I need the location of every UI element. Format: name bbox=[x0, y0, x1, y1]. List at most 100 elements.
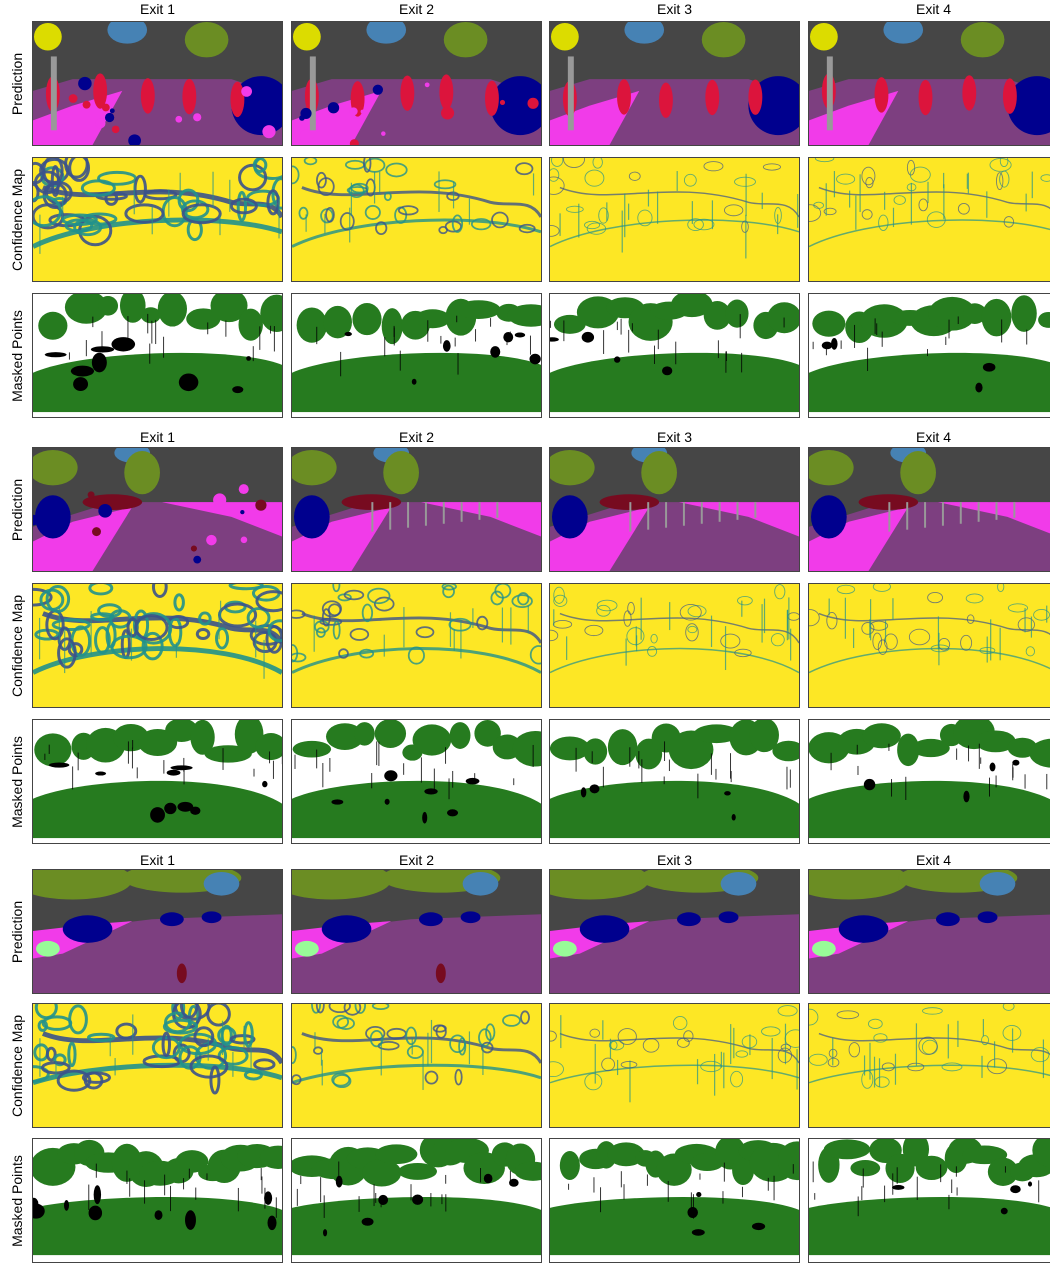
confidence-high-region bbox=[550, 158, 799, 281]
uncertainty-contour bbox=[53, 1053, 67, 1067]
bollard bbox=[977, 502, 980, 522]
thin-structure bbox=[854, 324, 856, 348]
uncertainty-contour bbox=[96, 170, 138, 186]
noise-blob bbox=[193, 555, 202, 564]
bottom-strip bbox=[292, 838, 541, 843]
bottom-strip bbox=[809, 838, 1050, 843]
thin-structure bbox=[723, 1162, 725, 1182]
uncertainty-contour bbox=[774, 584, 786, 600]
thin-structure bbox=[260, 1168, 262, 1181]
sidewalk-region bbox=[809, 507, 909, 571]
masked-vegetation-region bbox=[767, 302, 799, 334]
noise-blob bbox=[176, 963, 187, 984]
sky-region bbox=[883, 22, 924, 44]
misclassified-region bbox=[696, 1192, 702, 1198]
thin-structure bbox=[884, 1185, 886, 1203]
pole-edge-uncertainty bbox=[720, 1051, 722, 1068]
pole-edge-uncertainty bbox=[943, 172, 945, 189]
misclassified-region bbox=[503, 331, 514, 343]
misclassified-region bbox=[550, 337, 559, 342]
exit-title-4: Exit 4 bbox=[915, 852, 951, 868]
masked-points-panel bbox=[291, 293, 542, 418]
noise-blob bbox=[240, 536, 248, 544]
thin-structure bbox=[741, 1186, 743, 1198]
masked-points-panel bbox=[808, 1138, 1050, 1263]
thin-structure bbox=[905, 776, 907, 800]
misclassified-region bbox=[384, 798, 390, 805]
uncertainty-contour bbox=[354, 1004, 366, 1014]
pole-edge-uncertainty bbox=[90, 610, 92, 655]
thin-structure bbox=[358, 1196, 360, 1212]
uncertainty-contour bbox=[303, 158, 318, 166]
pole-edge-uncertainty bbox=[609, 1038, 612, 1059]
thin-structure bbox=[225, 320, 227, 337]
sidewalk-region bbox=[420, 502, 541, 537]
thin-structure bbox=[371, 773, 373, 789]
thin-structure bbox=[563, 320, 565, 342]
uncertainty-contour bbox=[608, 1040, 625, 1051]
misclassified-region bbox=[246, 356, 252, 361]
uncertainty-contour bbox=[424, 1070, 439, 1085]
noise-blob bbox=[255, 499, 267, 511]
thin-structure bbox=[373, 1184, 375, 1207]
thin-structure bbox=[675, 341, 677, 365]
pole-edge-uncertainty bbox=[790, 628, 792, 661]
thin-structure bbox=[513, 778, 515, 786]
road-edge-uncertainty bbox=[550, 219, 799, 248]
noise-blob bbox=[360, 109, 365, 114]
misclassified-region bbox=[821, 341, 833, 350]
misclassified-region bbox=[662, 366, 673, 376]
bottom-strip bbox=[33, 412, 282, 417]
uncertainty-contour bbox=[809, 609, 820, 627]
uncertainty-contour bbox=[151, 1036, 181, 1060]
pole-edge-uncertainty bbox=[635, 626, 637, 647]
road-edge-uncertainty bbox=[809, 1064, 1050, 1084]
uncertainty-contour bbox=[252, 158, 268, 173]
uncertainty-contour bbox=[321, 600, 342, 618]
pole-edge-uncertainty bbox=[894, 1053, 897, 1085]
uncertainty-contour bbox=[373, 596, 395, 612]
rider-region bbox=[34, 495, 71, 539]
misclassified-region bbox=[185, 1210, 196, 1230]
sign-region bbox=[292, 22, 321, 51]
thin-structure bbox=[475, 329, 477, 342]
uncertainty-contour bbox=[637, 209, 653, 227]
confidence-high-region bbox=[292, 584, 541, 707]
masked-vegetation-region bbox=[260, 294, 282, 333]
thin-structure bbox=[338, 1161, 340, 1177]
uncertainty-contour bbox=[584, 624, 604, 637]
thin-structure bbox=[995, 775, 997, 788]
uncertainty-contour bbox=[343, 589, 365, 601]
uncertainty-contour bbox=[348, 183, 365, 199]
misclassified-region bbox=[581, 331, 595, 343]
rider-region bbox=[810, 495, 847, 539]
misclassified-region bbox=[724, 791, 731, 796]
thin-structure bbox=[812, 341, 814, 350]
pole-edge-uncertainty bbox=[527, 605, 529, 634]
noise-blob bbox=[190, 545, 198, 552]
uncertainty-contour bbox=[872, 584, 891, 592]
thin-structure bbox=[722, 1191, 724, 1204]
thin-structure bbox=[955, 1166, 957, 1177]
thin-structure bbox=[725, 351, 727, 361]
uncertainty-contour bbox=[375, 221, 388, 236]
thin-structure bbox=[48, 744, 50, 754]
row-label-prediction: Prediction bbox=[9, 52, 26, 115]
thin-structure bbox=[163, 760, 165, 774]
masked-points-panel bbox=[32, 719, 283, 844]
misclassified-region bbox=[335, 1175, 343, 1188]
thin-structure bbox=[252, 346, 254, 362]
thin-structure bbox=[1004, 1166, 1006, 1173]
pole-edge-uncertainty bbox=[379, 172, 381, 195]
object-edge-uncertainty bbox=[559, 612, 799, 644]
person-region bbox=[400, 75, 415, 111]
uncertainty-contour bbox=[734, 176, 756, 187]
car-region bbox=[718, 911, 739, 924]
pole-edge-uncertainty bbox=[624, 193, 626, 238]
thin-structure bbox=[380, 1195, 382, 1208]
person-region bbox=[705, 79, 720, 116]
uncertainty-contour bbox=[601, 1057, 615, 1072]
confidence-map-panel bbox=[808, 1003, 1050, 1128]
bollard bbox=[389, 502, 392, 530]
misclassified-region bbox=[1010, 1185, 1021, 1194]
